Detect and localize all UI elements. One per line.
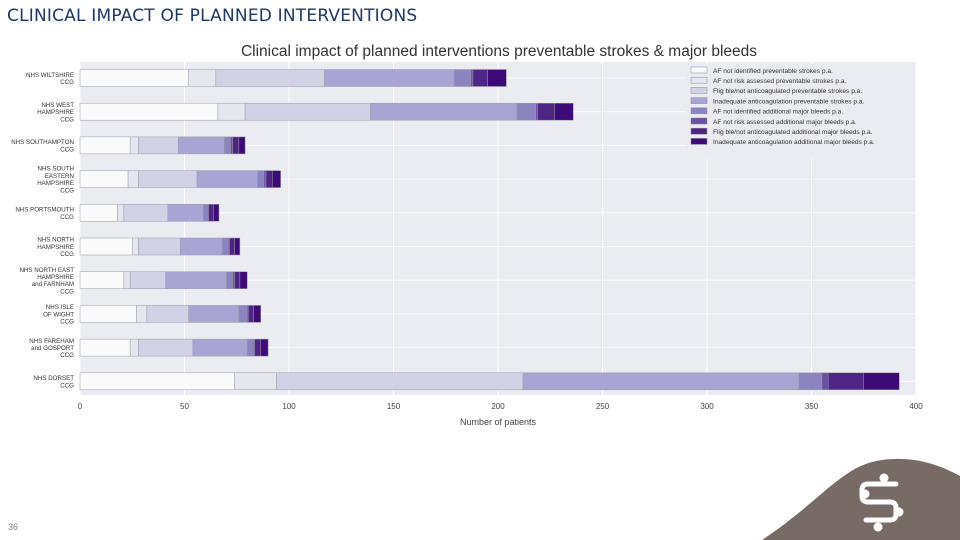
bar-segment-8-7 — [260, 338, 269, 357]
category-label: NHS ISLE OF WIGHT CCG — [43, 304, 74, 325]
category-label-line: OF WIGHT — [43, 311, 74, 318]
category-label: NHS DORSET CCG — [33, 375, 74, 389]
category-label-line: CCG — [60, 146, 74, 153]
category-label-line: NHS SOUTH — [38, 166, 74, 173]
legend-swatch — [690, 117, 708, 125]
category-label-line: NHS ISLE — [46, 304, 74, 311]
legend-label: Flig ble/not anticoagulated preventable … — [713, 88, 862, 95]
legend-label: AF not identified additional major bleed… — [713, 109, 843, 116]
x-tick-label: 250 — [596, 402, 610, 411]
category-label-line: HAMPSHIRE — [37, 109, 74, 116]
legend: AF not identified preventable strokes p.… — [686, 64, 914, 159]
legend-label: AF not risk assessed preventable strokes… — [713, 78, 847, 85]
x-axis-ticks: 0 50 100 150 200 250 300 350 400 — [78, 402, 923, 411]
bar-segment-4-7 — [213, 204, 220, 222]
legend-swatch — [690, 127, 708, 135]
x-tick-label: 50 — [180, 402, 189, 411]
category-label: NHS PORTSMOUTH CCG — [15, 207, 74, 221]
slide-title: CLINICAL IMPACT OF PLANNED INTERVENTIONS — [7, 6, 418, 26]
category-label: NHS NORTH HAMPSHIRE CCG — [37, 237, 74, 258]
category-label-line: NHS DORSET — [33, 375, 74, 382]
x-tick-label: 200 — [491, 402, 505, 411]
category-label: NHS NORTH EAST HAMPSHIRE and FARNHAM CCG — [19, 267, 74, 296]
legend-swatch — [690, 87, 708, 94]
legend-box — [686, 64, 914, 159]
x-tick-label: 100 — [282, 402, 296, 411]
category-label-line: EASTERN — [45, 173, 74, 180]
x-tick-label: 400 — [909, 402, 923, 411]
bar-segment-6-7 — [239, 271, 248, 289]
category-label-line: and GOSPORT — [31, 345, 74, 352]
category-label: NHS WILTSHIRE CCG — [26, 72, 74, 86]
category-label-line: CCG — [60, 288, 74, 295]
category-label-line: NHS PORTSMOUTH — [15, 207, 74, 214]
x-axis-label: Number of patients — [460, 417, 537, 427]
legend-label: Inadequate anticoagulation additional ma… — [713, 139, 875, 146]
bars — [79, 69, 900, 391]
bar-segment-5-7 — [234, 237, 241, 256]
legend-label: Flig ble/not anticoagulated additional m… — [713, 129, 873, 136]
category-label-line: and FARNHAM — [32, 281, 74, 288]
category-label-line: CCG — [60, 79, 74, 86]
category-label-line: CCG — [60, 116, 74, 123]
category-label-line: CCG — [60, 382, 74, 389]
bar-segment-1-7 — [554, 102, 574, 121]
legend-label: AF not identified preventable strokes p.… — [713, 68, 833, 75]
legend-swatch — [690, 138, 708, 145]
x-tick-label: 300 — [700, 402, 714, 411]
bar-segment-2-7 — [238, 136, 246, 155]
category-label: NHS SOUTHAMPTON CCG — [11, 139, 74, 153]
category-label-line: CCG — [60, 352, 74, 359]
legend-swatch — [690, 97, 708, 104]
bar-segment-3-7 — [272, 170, 281, 188]
category-label-line: CCG — [60, 187, 74, 194]
legend-swatch — [690, 76, 708, 84]
category-label-line: CCG — [60, 251, 74, 258]
bar-segment-9-7 — [863, 372, 900, 391]
category-label: NHS WEST HAMPSHIRE CCG — [37, 102, 74, 123]
category-label-line: NHS WILTSHIRE — [26, 72, 74, 79]
category-label: NHS SOUTH EASTERN HAMPSHIRE CCG — [37, 166, 74, 195]
bar-segment-7-7 — [253, 305, 262, 323]
category-label-line: NHS NORTH — [37, 237, 74, 244]
x-tick-label: 150 — [387, 402, 401, 411]
category-label: NHS FAREHAM and GOSPORT CCG — [29, 338, 74, 359]
category-label-line: NHS FAREHAM — [29, 338, 74, 345]
x-tick-label: 0 — [78, 402, 83, 411]
category-label-line: CCG — [60, 319, 74, 326]
legend-label: AF not risk assessed additional major bl… — [713, 119, 857, 126]
bar-segment-0-7 — [487, 69, 507, 87]
page-number: 36 — [8, 522, 19, 532]
category-label-line: NHS WEST — [41, 102, 74, 109]
legend-swatch — [690, 66, 708, 74]
category-label-line: NHS SOUTHAMPTON — [11, 139, 74, 146]
category-label-line: HAMPSHIRE — [37, 244, 74, 251]
category-label-line: HAMPSHIRE — [37, 180, 74, 187]
logo-mark-icon — [859, 473, 904, 532]
category-label-line: NHS NORTH EAST — [19, 267, 74, 274]
legend-label: Inadequate anticoagulation preventable s… — [713, 98, 865, 105]
category-label-line: CCG — [60, 214, 74, 221]
chart-title: Clinical impact of planned interventions… — [241, 43, 757, 60]
category-label-line: HAMPSHIRE — [37, 274, 74, 281]
legend-swatch — [690, 107, 708, 115]
x-tick-label: 350 — [805, 402, 819, 411]
